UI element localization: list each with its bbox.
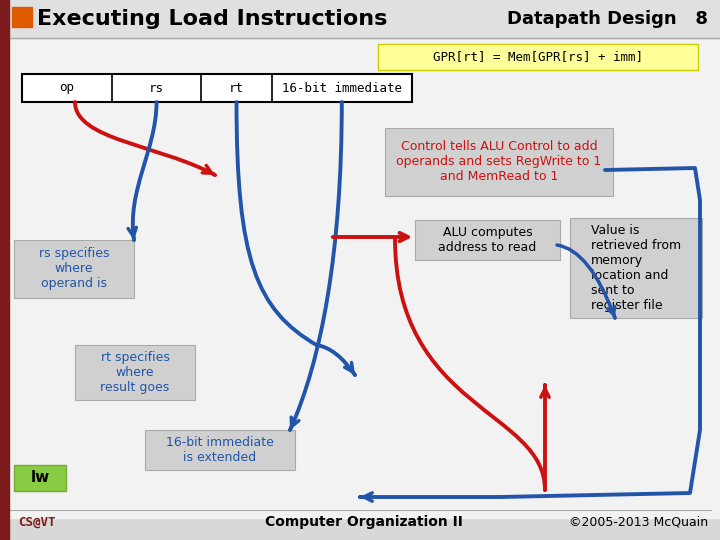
Text: ALU computes
address to read: ALU computes address to read — [438, 226, 536, 254]
Text: Datapath Design   8: Datapath Design 8 — [507, 10, 708, 28]
Text: rt: rt — [229, 82, 244, 94]
Bar — [14, 465, 66, 491]
Bar — [0, 0, 9, 540]
Text: rs specifies
where
operand is: rs specifies where operand is — [39, 247, 109, 291]
Bar — [14, 240, 134, 298]
Text: ©2005-2013 McQuain: ©2005-2013 McQuain — [569, 516, 708, 529]
Bar — [22, 74, 412, 102]
Text: CS@VT: CS@VT — [18, 516, 55, 529]
Bar — [9, 38, 720, 518]
Text: rt specifies
where
result goes: rt specifies where result goes — [100, 351, 170, 394]
Text: Control tells ALU Control to add
operands and sets RegWrite to 1
and MemRead to : Control tells ALU Control to add operand… — [397, 140, 602, 184]
Text: op: op — [59, 82, 74, 94]
Bar — [570, 218, 702, 318]
Text: 16-bit immediate: 16-bit immediate — [282, 82, 402, 94]
Bar — [385, 128, 613, 196]
Bar — [12, 7, 32, 27]
Text: Executing Load Instructions: Executing Load Instructions — [37, 9, 387, 29]
Text: GPR[rt] = Mem[GPR[rs] + imm]: GPR[rt] = Mem[GPR[rs] + imm] — [433, 51, 643, 64]
Bar — [9, 0, 720, 38]
Text: rs: rs — [149, 82, 164, 94]
Bar — [378, 44, 698, 70]
Bar — [145, 430, 295, 470]
Bar — [75, 345, 195, 400]
Text: lw: lw — [30, 470, 50, 485]
Bar — [415, 220, 560, 260]
Text: 16-bit immediate
is extended: 16-bit immediate is extended — [166, 436, 274, 464]
Text: Value is
retrieved from
memory
location and
sent to
register file: Value is retrieved from memory location … — [591, 224, 681, 312]
Text: Computer Organization II: Computer Organization II — [265, 515, 463, 529]
